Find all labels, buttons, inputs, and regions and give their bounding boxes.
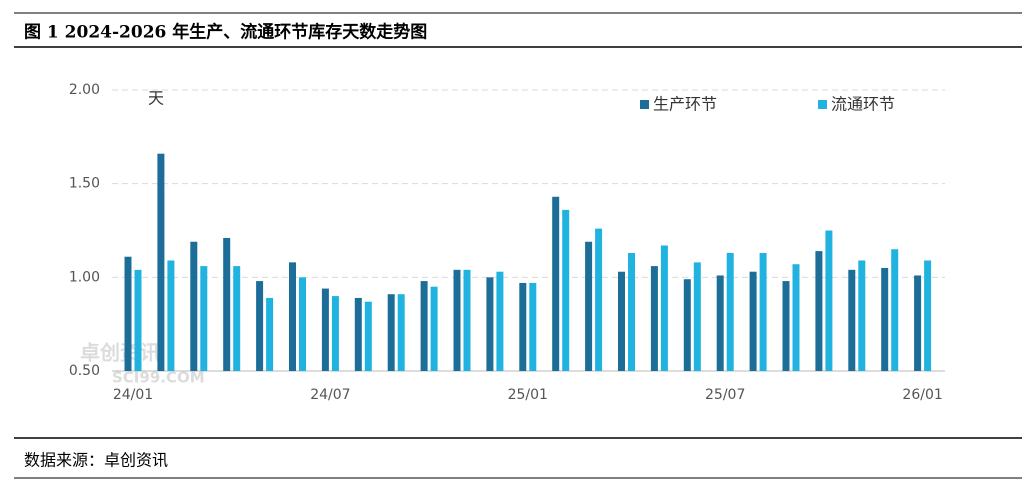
bar [200,266,208,371]
bar [782,281,790,371]
bar [552,196,560,371]
bar [331,296,339,371]
bar [914,275,922,371]
bar [749,271,757,371]
bar [486,277,494,371]
bar [167,260,175,371]
legend-label: 生产环节 [653,95,717,114]
legend-label: 流通环节 [831,95,895,114]
bar [190,241,198,371]
bar [825,230,833,371]
x-tick-label: 25/07 [705,387,745,403]
bar [792,264,800,371]
bar [759,252,767,371]
x-tick-label: 26/01 [902,387,942,403]
bar [618,271,625,371]
y-tick-label: 0.50 [69,363,100,379]
bar [397,294,405,371]
x-tick-label: 24/01 [113,387,153,403]
bar [628,252,635,371]
bar [223,237,231,371]
bar [650,266,658,371]
bar [266,297,274,371]
y-tick-label: 1.50 [69,176,100,192]
bar [430,286,438,371]
bar [881,267,889,371]
bar [420,281,428,371]
bar [683,279,691,371]
page-title: 图 1 2024-2026 年生产、流通环节库存天数走势图 [24,22,427,43]
bar [157,153,165,371]
bar [726,252,734,371]
watermark: 卓创资讯 [80,341,160,365]
y-tick-label: 2.00 [69,82,100,98]
bar [529,282,537,371]
bar [134,269,142,371]
bar [364,301,372,371]
bar [858,260,866,371]
bar [595,228,603,371]
bar [463,269,471,371]
bar [387,294,395,371]
bar [233,266,241,371]
legend-swatch [640,100,649,109]
source: 数据来源：卓创资讯 [24,451,168,470]
bar [321,288,329,371]
bar [354,297,362,371]
bar [496,271,504,371]
unit-label: 天 [148,89,164,108]
bar [891,249,899,371]
bar [519,282,527,371]
bar [693,262,701,371]
bar [815,251,823,371]
bar [585,241,593,371]
legend-swatch [818,100,827,109]
bar [453,269,461,371]
bar [299,277,306,371]
x-tick-label: 24/07 [310,387,350,403]
bar [562,209,570,371]
bar [924,260,932,371]
bar [716,275,724,371]
bar [256,281,264,371]
x-tick-label: 25/01 [508,387,548,403]
bar [660,245,668,371]
bar [124,256,132,371]
bar [289,262,296,371]
y-tick-label: 1.00 [69,269,100,285]
bar [848,269,856,371]
watermark-url: SCI99.COM [112,369,205,387]
